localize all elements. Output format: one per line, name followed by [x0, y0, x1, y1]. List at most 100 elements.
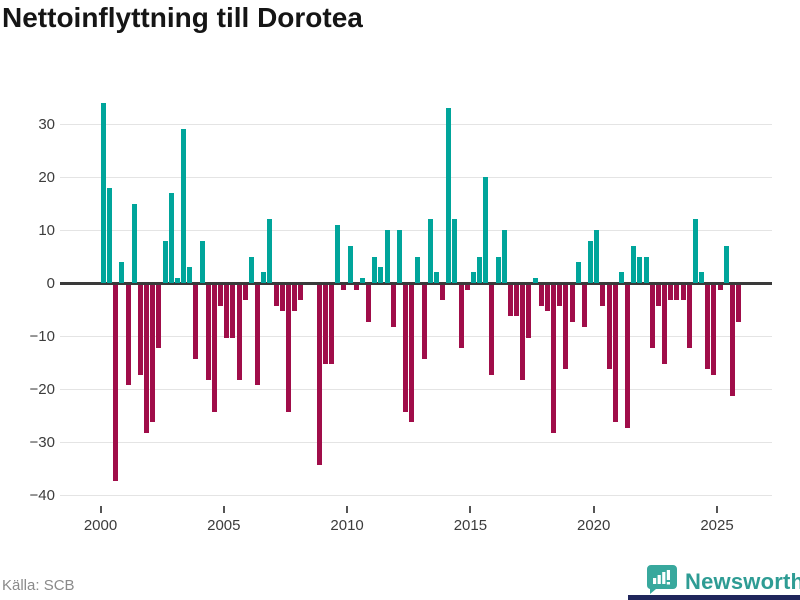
- negative-bar-2023-q2: [674, 284, 680, 301]
- positive-bar-2002-q3: [162, 240, 168, 283]
- negative-bar-2013-q4: [440, 284, 446, 301]
- negative-bar-2005-q4: [242, 284, 248, 301]
- negative-bar-2020-q4: [612, 284, 618, 423]
- x-axis-tick-label: 2000: [83, 517, 118, 534]
- negative-bar-2018-q1: [544, 284, 550, 311]
- negative-bar-2016-q4: [514, 284, 520, 317]
- negative-bar-2019-q3: [581, 284, 587, 327]
- negative-bar-2017-q4: [538, 284, 544, 306]
- negative-bar-2003-q4: [193, 284, 199, 359]
- x-axis-tick-label: 2010: [330, 517, 364, 534]
- positive-bar-2003-q2: [181, 129, 187, 283]
- positive-bar-2004-q1: [199, 240, 205, 283]
- gridline: [60, 495, 772, 496]
- positive-bar-2014-q2: [452, 219, 458, 283]
- negative-bar-2018-q2: [551, 284, 557, 433]
- y-axis-tick-label: −10: [29, 328, 55, 345]
- x-axis-tick-label: 2020: [577, 517, 611, 534]
- positive-bar-2015-q3: [483, 177, 489, 283]
- negative-bar-2022-q2: [649, 284, 655, 349]
- positive-bar-2021-q4: [637, 256, 643, 283]
- positive-bar-2016-q1: [495, 256, 501, 283]
- positive-bar-2011-q3: [384, 230, 390, 283]
- negative-bar-2023-q4: [686, 284, 692, 349]
- negative-bar-2017-q2: [526, 284, 532, 338]
- positive-bar-2025-q2: [723, 245, 729, 283]
- positive-bar-2015-q2: [477, 256, 483, 283]
- positive-bar-2000-q1: [101, 102, 106, 283]
- negative-bar-2012-q2: [403, 284, 409, 412]
- positive-bar-2024-q1: [692, 219, 698, 283]
- negative-bar-2025-q4: [735, 284, 741, 322]
- negative-bar-2023-q3: [680, 284, 686, 301]
- positive-bar-2003-q3: [187, 267, 193, 283]
- negative-bar-2005-q3: [236, 284, 242, 380]
- positive-bar-2000-q4: [119, 261, 125, 283]
- negative-bar-2022-q4: [662, 284, 667, 364]
- positive-bar-2010-q3: [359, 277, 365, 283]
- negative-bar-2009-q2: [329, 284, 335, 364]
- negative-bar-2009-q4: [341, 284, 347, 290]
- positive-bar-2006-q4: [267, 219, 273, 283]
- newsworthy-logo: Newsworthy: [645, 564, 800, 600]
- x-axis-tick-mark: [469, 506, 472, 513]
- x-axis-tick-mark: [592, 506, 595, 513]
- positive-bar-2001-q2: [131, 203, 137, 283]
- negative-bar-2024-q4: [711, 284, 717, 375]
- positive-bar-2021-q3: [631, 245, 637, 283]
- newsworthy-logo-text: Newsworthy: [685, 569, 800, 594]
- y-axis-tick-label: 20: [38, 169, 55, 186]
- positive-bar-2015-q1: [470, 272, 476, 283]
- negative-bar-2025-q1: [717, 284, 723, 290]
- negative-bar-2017-q1: [520, 284, 526, 380]
- x-axis-tick-mark: [346, 506, 349, 513]
- negative-bar-2000-q3: [113, 284, 119, 481]
- negative-bar-2013-q1: [421, 284, 427, 359]
- negative-bar-2006-q2: [255, 284, 261, 386]
- negative-bar-2019-q1: [569, 284, 575, 322]
- positive-bar-2002-q4: [168, 192, 174, 283]
- y-axis-tick-label: 0: [46, 275, 55, 292]
- negative-bar-2007-q1: [273, 284, 279, 306]
- negative-bar-2010-q2: [353, 284, 359, 290]
- negative-bar-2020-q2: [600, 284, 606, 306]
- x-axis-tick-label: 2025: [700, 517, 734, 534]
- x-axis-tick-label: 2005: [207, 517, 241, 534]
- negative-bar-2021-q2: [625, 284, 631, 428]
- positive-bar-2020-q1: [594, 230, 600, 283]
- gridline: [60, 230, 772, 231]
- negative-bar-2008-q1: [298, 284, 304, 301]
- negative-bar-2018-q3: [557, 284, 563, 306]
- negative-bar-2005-q1: [224, 284, 230, 338]
- negative-bar-2014-q4: [464, 284, 470, 290]
- positive-bar-2013-q3: [433, 272, 439, 283]
- negative-bar-2025-q3: [729, 284, 735, 396]
- negative-bar-2008-q4: [316, 284, 322, 465]
- negative-bar-2002-q2: [156, 284, 162, 349]
- negative-bar-2016-q3: [507, 284, 513, 317]
- positive-bar-2014-q1: [446, 108, 452, 283]
- y-axis-tick-label: −20: [29, 381, 55, 398]
- negative-bar-2011-q4: [390, 284, 396, 327]
- negative-bar-2007-q3: [285, 284, 291, 412]
- negative-bar-2007-q2: [279, 284, 285, 311]
- page-title: Nettoinflyttning till Dorotea: [2, 2, 363, 33]
- positive-bar-2017-q3: [532, 277, 538, 283]
- positive-bar-2022-q1: [643, 256, 649, 283]
- positive-bar-2009-q3: [335, 224, 341, 283]
- newsworthy-chart-bubble-icon: [645, 564, 678, 600]
- negative-bar-2004-q2: [205, 284, 211, 380]
- negative-bar-2010-q4: [366, 284, 372, 322]
- y-axis-tick-label: −40: [29, 487, 55, 504]
- negative-bar-2005-q2: [230, 284, 236, 338]
- gridline: [60, 389, 772, 390]
- positive-bar-2006-q1: [248, 256, 254, 283]
- positive-bar-2024-q2: [699, 272, 704, 283]
- negative-bar-2023-q1: [668, 284, 674, 301]
- x-axis-tick-mark: [99, 506, 102, 513]
- positive-bar-2011-q2: [378, 267, 384, 283]
- negative-bar-2001-q4: [144, 284, 150, 433]
- negative-bar-2018-q4: [563, 284, 569, 370]
- positive-bar-2011-q1: [372, 256, 378, 283]
- negative-bar-2004-q3: [211, 284, 217, 412]
